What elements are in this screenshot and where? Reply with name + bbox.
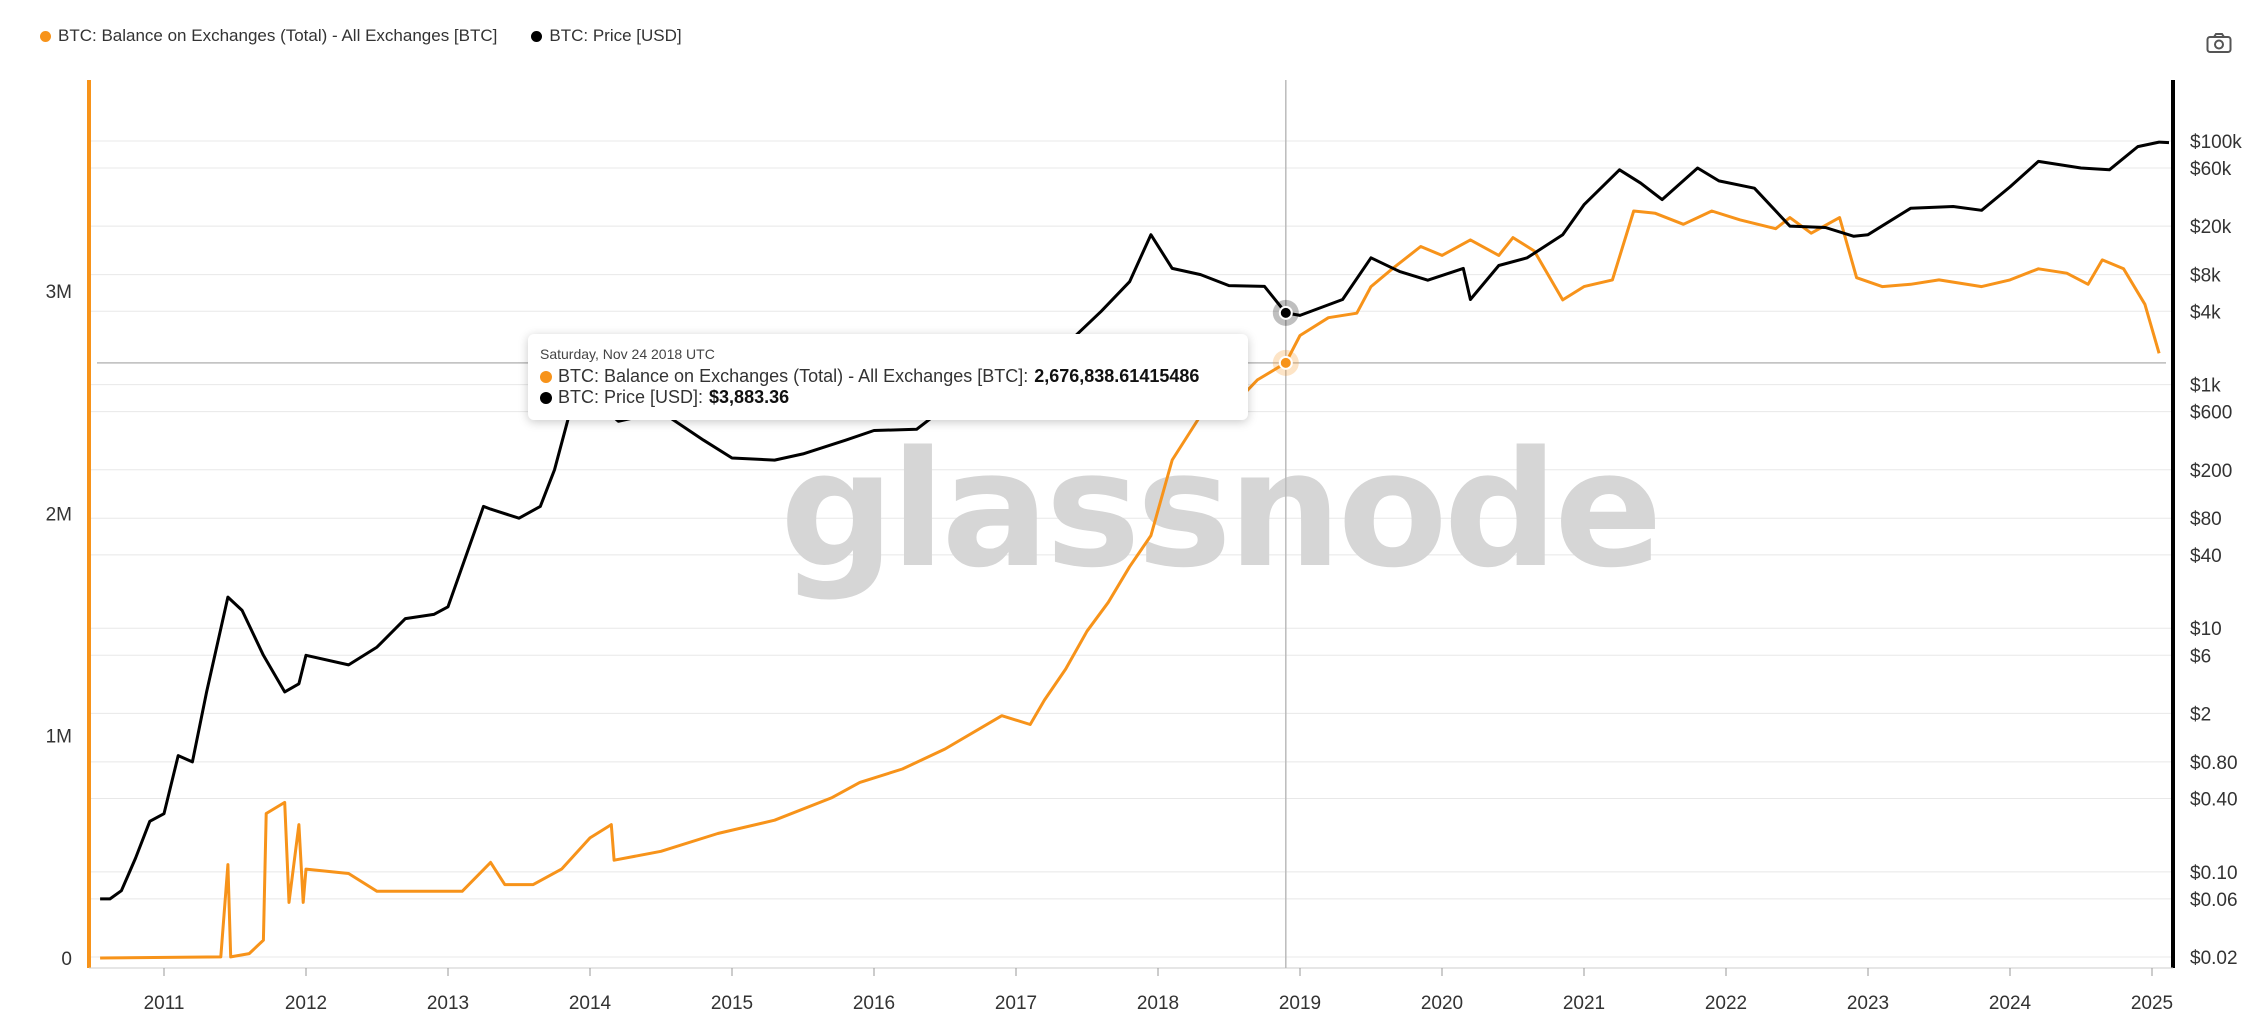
tooltip-price-label: BTC: Price [USD]:	[558, 387, 704, 407]
left-tick-label: 0	[61, 949, 72, 970]
x-tick-label: 2011	[144, 993, 185, 1014]
right-tick-label: $80	[2190, 509, 2222, 530]
right-tick-label: $600	[2190, 403, 2232, 424]
left-tick-label: 3M	[46, 282, 72, 303]
x-tick-label: 2018	[1137, 993, 1179, 1014]
right-tick-label: $6	[2190, 646, 2211, 667]
right-tick-label: $4k	[2190, 302, 2221, 323]
left-tick-label: 2M	[46, 504, 72, 525]
right-tick-label: $40	[2190, 546, 2222, 567]
tooltip-balance-label: BTC: Balance on Exchanges (Total) - All …	[558, 366, 1029, 386]
x-axis-ticks: 2011 2012 2013 2014 2015 2016 2017 2018 2019 2020…	[144, 968, 2173, 1014]
tooltip-balance-value: 2,676,838.61415486	[1034, 366, 1200, 386]
right-tick-label: $60k	[2190, 159, 2232, 180]
right-tick-label: $8k	[2190, 266, 2221, 287]
tooltip-dot-balance	[540, 370, 552, 383]
x-tick-label: 2016	[853, 993, 895, 1014]
tooltip-date: Saturday, Nov 24 2018 UTC	[540, 346, 715, 362]
tooltip-dot-price	[540, 391, 552, 404]
tooltip-row-price: BTC: Price [USD]: $3,883.36	[540, 387, 1236, 408]
tooltip-row-balance: BTC: Balance on Exchanges (Total) - All …	[540, 366, 1236, 387]
watermark: glassnode	[780, 416, 1659, 603]
hover-tooltip: Saturday, Nov 24 2018 UTC BTC: Balance o…	[528, 334, 1248, 420]
right-tick-label: $2	[2190, 704, 2211, 725]
x-tick-label: 2021	[1563, 993, 1605, 1014]
camera-icon[interactable]	[2206, 32, 2232, 54]
right-tick-label: $1k	[2190, 376, 2221, 397]
right-tick-label: $20k	[2190, 217, 2232, 238]
right-tick-label: $10	[2190, 619, 2222, 640]
x-tick-label: 2017	[995, 993, 1037, 1014]
x-tick-label: 2025	[2131, 993, 2173, 1014]
legend-label-price: BTC: Price [USD]	[549, 26, 682, 45]
x-tick-label: 2012	[285, 993, 327, 1014]
right-tick-label: $0.40	[2190, 790, 2238, 811]
right-axis-ticks: $100k $60k $20k $8k $4k $1k $600 $200 $80 $40 $10 $…	[2190, 132, 2242, 969]
x-tick-label: 2013	[427, 993, 469, 1014]
x-tick-label: 2015	[711, 993, 753, 1014]
right-tick-label: $0.10	[2190, 863, 2238, 884]
grid-lines	[89, 140, 2173, 958]
legend-dot-balance	[40, 30, 51, 42]
x-tick-label: 2014	[569, 993, 612, 1014]
right-tick-label: $100k	[2190, 132, 2242, 153]
legend-label-balance: BTC: Balance on Exchanges (Total) - All …	[58, 26, 498, 45]
legend-item-balance[interactable]: BTC: Balance on Exchanges (Total) - All …	[40, 26, 497, 46]
left-tick-label: 1M	[46, 727, 72, 748]
x-tick-label: 2022	[1705, 993, 1747, 1014]
chart-legend: BTC: Balance on Exchanges (Total) - All …	[40, 26, 682, 46]
right-tick-label: $200	[2190, 461, 2232, 482]
right-tick-label: $0.06	[2190, 890, 2238, 911]
right-tick-label: $0.02	[2190, 948, 2238, 969]
right-tick-label: $0.80	[2190, 753, 2238, 774]
legend-dot-price	[531, 30, 543, 42]
legend-item-price[interactable]: BTC: Price [USD]	[531, 26, 682, 46]
price-marker	[1278, 305, 1293, 320]
x-tick-label: 2023	[1847, 993, 1889, 1014]
crosshair-markers	[1272, 299, 1299, 376]
x-tick-label: 2019	[1279, 993, 1321, 1014]
balance-marker	[1278, 355, 1293, 370]
tooltip-price-value: $3,883.36	[709, 387, 790, 407]
x-tick-label: 2020	[1421, 993, 1463, 1014]
x-tick-label: 2024	[1989, 993, 2032, 1014]
left-axis-ticks: 0 1M 2M 3M	[46, 282, 72, 970]
